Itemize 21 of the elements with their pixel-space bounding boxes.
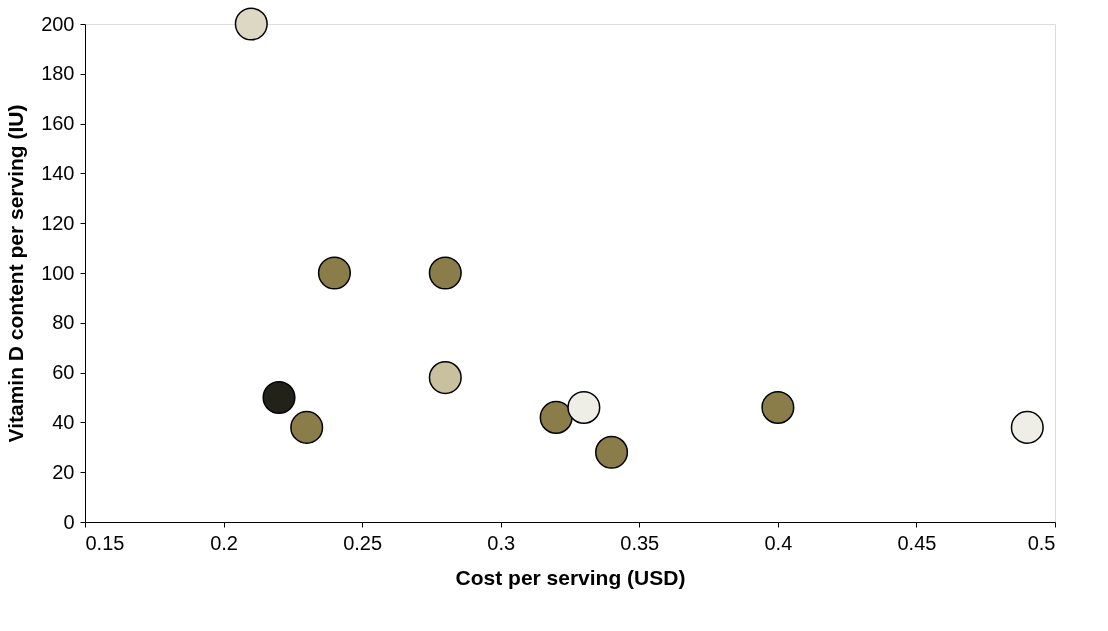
x-tick-label: 0.2 [210,531,238,554]
x-tick-label: 0.25 [343,531,383,554]
y-tick-label: 40 [52,410,75,433]
x-tick-label: 0.3 [487,531,516,554]
x-tick-label: 0.45 [897,531,937,554]
y-tick-label: 80 [52,311,75,334]
y-tick-label: 120 [41,211,75,234]
y-tick-label: 100 [41,261,75,284]
y-tick-label: 60 [52,361,75,384]
y-tick-label: 140 [41,161,75,184]
y-tick-label: 20 [52,460,75,483]
x-tick-label: 0.4 [764,531,793,554]
y-tick-label: 0 [63,510,75,533]
x-tick-label: 0.15 [85,531,125,554]
x-tick-label: 0.5 [1027,531,1056,554]
x-tick-label: 0.35 [620,531,660,554]
x-axis-title: Cost per serving (USD) [455,565,686,589]
y-tick-label: 180 [41,62,75,85]
y-tick-label: 200 [41,12,75,35]
y-tick-label: 160 [41,112,75,135]
y-axis-title: Vitamin D content per serving (IU) [4,104,28,443]
